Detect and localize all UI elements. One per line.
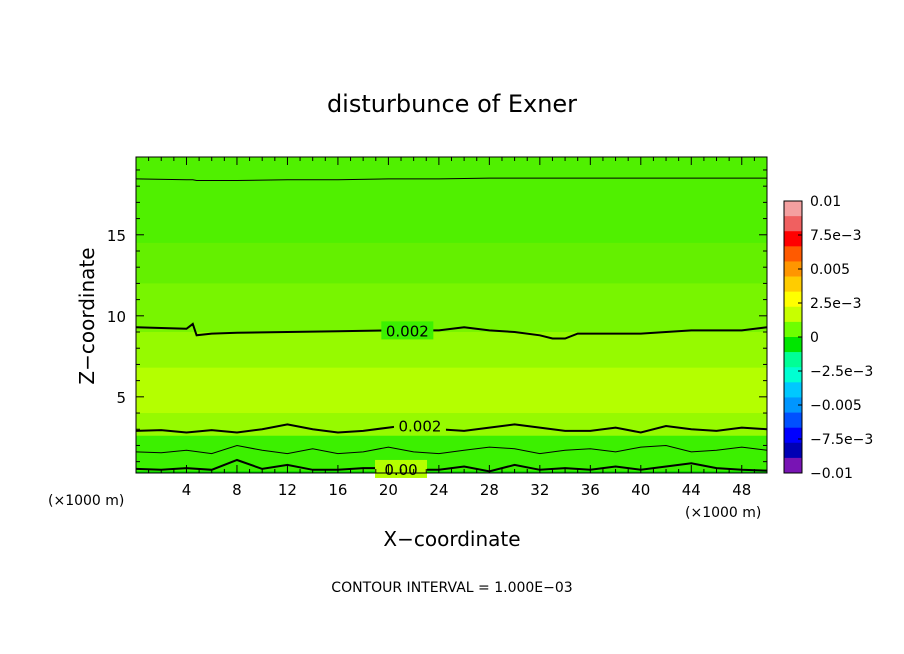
- contour-label: 0.002: [386, 322, 429, 340]
- colorbar-label: 0: [810, 330, 819, 346]
- colorbar-swatch: [784, 412, 802, 428]
- x-tick-label: 4: [182, 481, 192, 499]
- contour-label: 0.002: [398, 418, 441, 436]
- colorbar-swatch: [784, 352, 802, 368]
- colorbar-swatch: [784, 457, 802, 474]
- chart-title: disturbunce of Exner: [327, 90, 577, 118]
- contour-line-0: [135, 177, 767, 181]
- colorbar-swatch: [784, 382, 802, 398]
- y-axis-label: Z−coordinate: [75, 247, 99, 384]
- colorbar-swatch: [784, 201, 802, 217]
- colorbar-swatch: [784, 321, 802, 338]
- colorbar-swatch: [784, 397, 802, 413]
- colorbar-label: −7.5e−3: [810, 432, 873, 448]
- y-tick-label: 15: [107, 227, 126, 245]
- x-tick-label: 28: [480, 481, 499, 499]
- colorbar-swatch: [784, 442, 802, 459]
- contour-line-3: [135, 444, 768, 455]
- x-tick-label: 44: [682, 481, 701, 499]
- colorbar-swatch: [784, 216, 802, 232]
- colorbar-label: −2.5e−3: [810, 364, 873, 380]
- x-tick-label: 8: [232, 481, 242, 499]
- colorbar-swatch: [784, 231, 802, 247]
- contour-line-2: [135, 423, 768, 434]
- x-tick-label: 36: [581, 481, 600, 499]
- x-unit-right: (×1000 m): [685, 505, 761, 521]
- contour-label-bg: [381, 321, 434, 340]
- colorbar-label: 7.5e−3: [810, 228, 862, 244]
- x-tick-label: 32: [530, 481, 549, 499]
- x-tick-label: 40: [631, 481, 650, 499]
- colorbar-label: 2.5e−3: [810, 296, 862, 312]
- x-unit-left: (×1000 m): [48, 493, 124, 509]
- contour-line-1: [135, 322, 768, 340]
- x-tick-label: 24: [429, 481, 448, 499]
- colorbar-swatch: [784, 246, 802, 262]
- colorbar-swatch: [784, 367, 802, 383]
- y-tick-label: 5: [116, 389, 126, 407]
- colorbar-swatch: [784, 306, 802, 323]
- x-tick-label: 20: [379, 481, 398, 499]
- colorbar-label: 0.005: [810, 262, 850, 278]
- colorbar-swatch: [784, 291, 802, 308]
- colorbar-label: 0.01: [810, 194, 841, 210]
- contour-interval-note: CONTOUR INTERVAL = 1.000E−03: [331, 580, 572, 596]
- x-axis-label: X−coordinate: [383, 527, 520, 551]
- y-tick-label: 10: [107, 308, 126, 326]
- colorbar-swatch: [784, 261, 802, 277]
- colorbar-swatch: [784, 337, 802, 353]
- colorbar-swatch: [784, 276, 802, 292]
- colorbar-label: −0.01: [810, 466, 853, 482]
- colorbar-swatch: [784, 427, 802, 444]
- colorbar: 0.01 7.5e−3 0.005 2.5e−3 0 −2.5e−3 −0.005 −7.5e…: [783, 194, 873, 482]
- contour-line-4: [135, 458, 768, 473]
- contour-label-bg: [393, 416, 446, 435]
- x-tick-label: 48: [732, 481, 751, 499]
- colorbar-label: −0.005: [810, 398, 862, 414]
- x-tick-label: 12: [278, 481, 297, 499]
- x-tick-label: 16: [328, 481, 347, 499]
